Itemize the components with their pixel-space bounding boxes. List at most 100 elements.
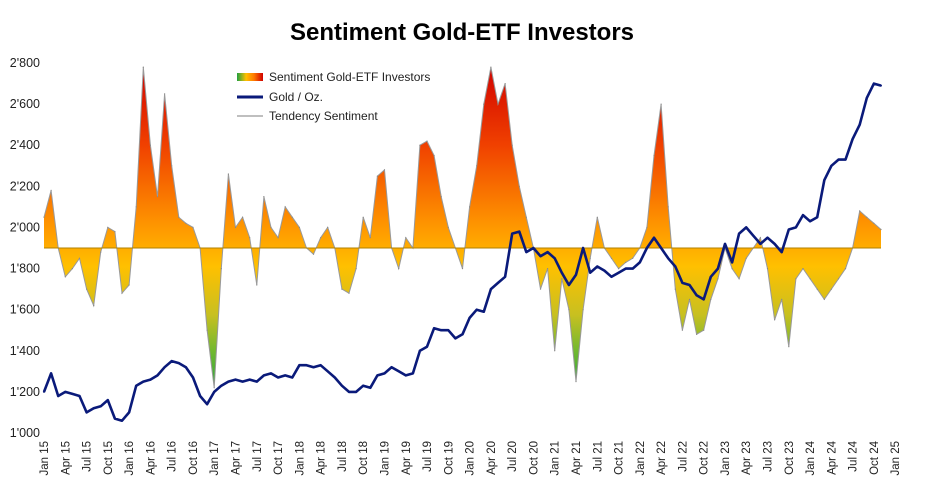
x-tick-label: Oct 15 (103, 441, 115, 475)
gold-point (163, 366, 166, 369)
sentiment-point (653, 154, 655, 157)
x-tick-label: Oct 16 (188, 441, 200, 475)
x-tick-label: Apr 22 (656, 441, 668, 475)
sentiment-point (873, 222, 875, 224)
sentiment-point (341, 288, 343, 290)
x-tick-label: Jul 16 (167, 441, 179, 472)
gold-point (511, 232, 514, 235)
gold-point (135, 384, 138, 387)
sentiment-point (398, 268, 400, 270)
gold-point (674, 265, 677, 268)
sentiment-point (759, 237, 762, 239)
gold-point (192, 376, 194, 379)
gold-point (355, 390, 358, 393)
gold-point (149, 378, 152, 381)
x-tick-label: Oct 21 (614, 441, 626, 475)
sentiment-point (164, 93, 166, 95)
sentiment-point (107, 226, 109, 228)
x-tick-label: Oct 22 (699, 441, 711, 475)
sentiment-point (660, 103, 662, 105)
gold-point (716, 267, 719, 270)
gold-point (631, 267, 634, 270)
x-tick-label: Jul 19 (422, 441, 434, 472)
gold-point (390, 366, 393, 369)
sentiment-point (625, 261, 627, 263)
gold-point (156, 374, 159, 377)
gold-point (454, 337, 457, 340)
sentiment-point (589, 257, 591, 259)
gold-point (759, 242, 762, 245)
sentiment-point (348, 292, 350, 294)
gold-point (270, 372, 272, 375)
sentiment-point (64, 276, 66, 278)
sentiment-area (44, 67, 881, 388)
y-tick-label: 2'800 (10, 56, 40, 70)
sentiment-point (469, 206, 471, 208)
sentiment-point (327, 226, 329, 228)
sentiment-point (426, 140, 428, 142)
gold-point (312, 366, 315, 369)
gold-point (411, 372, 414, 375)
x-tick-label: Apr 18 (316, 441, 328, 475)
x-tick-label: Oct 19 (443, 441, 455, 475)
gold-point (603, 269, 606, 272)
sentiment-point (575, 381, 577, 383)
gold-point (816, 216, 819, 219)
gold-point (404, 374, 407, 377)
sentiment-point (312, 253, 315, 255)
x-tick-label: Jul 23 (763, 441, 775, 472)
gold-point (333, 376, 336, 379)
sentiment-point (766, 268, 769, 270)
sentiment-point (383, 169, 386, 171)
sentiment-point (738, 278, 740, 280)
x-tick-label: Jul 24 (848, 440, 860, 471)
gold-point (880, 84, 882, 87)
gold-point (681, 281, 684, 284)
sentiment-point (518, 185, 520, 187)
gold-point (362, 384, 365, 387)
sentiment-point (114, 231, 116, 233)
x-tick-label: Jan 18 (294, 441, 306, 476)
sentiment-point (206, 329, 208, 331)
gold-point (99, 405, 102, 408)
x-tick-label: Jan 20 (465, 441, 477, 476)
sentiment-point (355, 268, 357, 270)
gold-point (213, 390, 216, 393)
sentiment-point (674, 288, 676, 290)
gold-point (525, 251, 528, 254)
gold-point (731, 261, 734, 264)
gold-point (809, 220, 812, 223)
sentiment-point (844, 268, 847, 270)
sentiment-point (93, 305, 95, 307)
gold-point (504, 275, 507, 278)
x-tick-label: Oct 18 (358, 441, 370, 475)
sentiment-point (582, 309, 584, 311)
gold-point (461, 333, 464, 336)
sentiment-point (568, 309, 570, 311)
chart-title: Sentiment Gold-ETF Investors (290, 19, 634, 46)
sentiment-point (178, 216, 180, 218)
y-tick-label: 2'600 (10, 97, 40, 111)
sentiment-point (291, 216, 293, 218)
x-tick-label: Apr 15 (60, 441, 72, 475)
sentiment-point (227, 173, 229, 175)
x-tick-label: Oct 20 (528, 441, 540, 475)
sentiment-point (376, 175, 378, 177)
gold-point (426, 345, 428, 348)
gold-point (780, 251, 783, 254)
y-tick-label: 1'000 (10, 426, 40, 440)
sentiment-point (823, 298, 825, 300)
sentiment-point (298, 226, 300, 228)
sentiment-point (781, 298, 783, 300)
gold-point (773, 242, 776, 245)
x-tick-label: Jan 21 (550, 441, 562, 476)
gold-point (170, 360, 173, 363)
gold-point (482, 310, 485, 313)
gold-point (234, 378, 237, 381)
gold-point (206, 403, 209, 406)
gold-line-series (42, 82, 882, 422)
gold-point (340, 384, 343, 387)
gold-point (802, 214, 804, 217)
gold-point (830, 164, 833, 167)
sentiment-point (213, 387, 215, 389)
